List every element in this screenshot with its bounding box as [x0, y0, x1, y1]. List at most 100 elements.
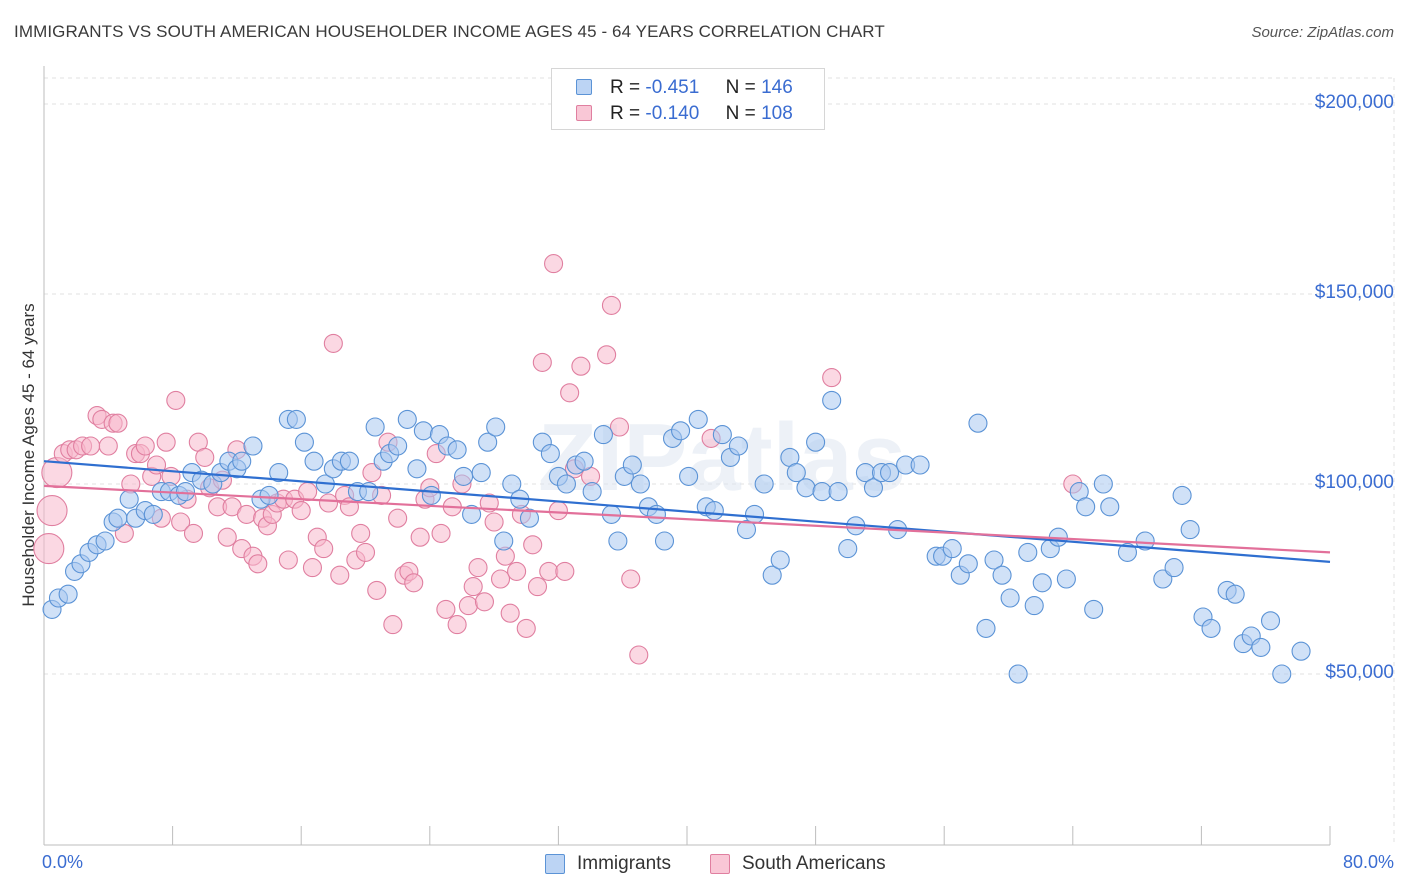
- south-americans-point: [171, 512, 191, 532]
- immigrants-point: [1024, 596, 1044, 616]
- immigrants-point: [304, 451, 324, 471]
- south-americans-point: [108, 413, 128, 433]
- immigrants-point: [175, 482, 196, 502]
- immigrants-point: [462, 504, 482, 524]
- immigrants-point: [388, 436, 408, 456]
- south-americans-point: [463, 577, 483, 597]
- immigrants-point: [454, 466, 474, 486]
- immigrants-point: [582, 482, 602, 502]
- immigrants-point: [728, 436, 748, 456]
- south-americans-point: [523, 535, 543, 555]
- immigrants-point: [574, 451, 594, 471]
- immigrants-point: [910, 455, 930, 475]
- immigrants-point: [1180, 520, 1200, 540]
- south-americans-point: [291, 501, 311, 521]
- n-label: N =: [725, 77, 756, 98]
- immigrants-point: [232, 451, 252, 471]
- south-americans-point: [447, 615, 467, 635]
- immigrants-point: [95, 531, 115, 551]
- south-americans-point: [278, 550, 298, 570]
- immigrants-point: [407, 459, 427, 479]
- south-americans-point: [236, 504, 257, 524]
- south-americans-point: [156, 432, 176, 452]
- immigrants-point: [1093, 474, 1113, 494]
- south-americans-point: [248, 554, 268, 574]
- south-americans-point: [516, 618, 536, 638]
- south-americans-point: [468, 558, 488, 578]
- r-label: R =: [610, 77, 641, 98]
- south-americans-trend-line: [43, 484, 1331, 554]
- south-americans-point: [383, 615, 403, 635]
- south-americans-point: [500, 603, 520, 623]
- y-tick-label: $50,000: [1325, 662, 1394, 683]
- immigrants-point: [556, 474, 576, 494]
- south-americans-point: [629, 645, 649, 665]
- y-tick-label: $200,000: [1314, 92, 1394, 113]
- immigrants-point: [688, 409, 708, 429]
- x-tick-label-max: 80.0%: [1342, 852, 1394, 872]
- south-americans-point: [351, 523, 371, 543]
- south-americans-point: [539, 561, 559, 581]
- immigrants-point: [754, 474, 774, 494]
- south-americans-point: [597, 345, 617, 365]
- immigrants-point: [339, 451, 359, 471]
- immigrants-point: [958, 554, 978, 574]
- south-americans-point: [490, 569, 511, 589]
- south-americans-point: [436, 599, 456, 619]
- r-value: -0.451: [645, 77, 700, 98]
- south-americans-point: [298, 482, 318, 502]
- south-americans-point: [555, 561, 575, 581]
- immigrants-point: [421, 485, 441, 505]
- immigrants-point: [243, 436, 263, 456]
- south-americans-point: [507, 561, 527, 581]
- south-americans-point: [484, 512, 504, 532]
- immigrants-point: [1201, 618, 1221, 638]
- south-americans-point: [532, 352, 552, 372]
- south-americans-point: [609, 417, 630, 437]
- immigrants-point: [1117, 542, 1138, 562]
- source-credit: Source: ZipAtlas.com: [1251, 24, 1394, 41]
- immigrants-point: [654, 531, 675, 551]
- south-americans-point: [98, 436, 118, 456]
- south-americans-point: [458, 596, 478, 616]
- axes: [43, 66, 1331, 846]
- immigrants-point: [1172, 485, 1192, 505]
- south-americans-point: [474, 592, 495, 612]
- immigrants-point: [828, 482, 848, 502]
- immigrants-point: [942, 539, 962, 559]
- immigrants-point: [413, 421, 433, 441]
- y-tick-label: $150,000: [1314, 282, 1394, 303]
- south-americans-legend-swatch: [710, 854, 730, 874]
- immigrants-point: [704, 501, 724, 521]
- south-americans-point: [36, 495, 68, 527]
- south-americans-point: [183, 523, 204, 543]
- south-americans-point: [318, 493, 339, 513]
- immigrants-point: [1272, 664, 1292, 684]
- immigrants-point: [1032, 573, 1052, 593]
- immigrants-swatch: [576, 79, 592, 95]
- immigrants-point: [736, 520, 757, 540]
- immigrants-point: [806, 432, 826, 452]
- immigrants-point: [119, 489, 139, 509]
- immigrants-point: [294, 432, 314, 452]
- immigrants-point: [259, 485, 279, 505]
- immigrants-point: [486, 417, 506, 437]
- immigrants-point: [608, 531, 628, 551]
- immigrants-point: [269, 463, 289, 483]
- immigrants-point: [108, 508, 128, 528]
- south-americans-point: [367, 580, 387, 600]
- south-americans-point: [33, 533, 65, 565]
- chart-title: IMMIGRANTS VS SOUTH AMERICAN HOUSEHOLDER…: [14, 22, 885, 41]
- x-tick-label-min: 0.0%: [42, 852, 84, 872]
- immigrants-point: [1018, 542, 1038, 562]
- r-value: -0.140: [645, 103, 700, 124]
- south-americans-point: [388, 508, 408, 528]
- immigrants-point: [502, 474, 522, 494]
- south-americans-point: [81, 436, 101, 456]
- immigrants-point: [519, 508, 540, 528]
- immigrants-point: [1076, 497, 1096, 517]
- immigrants-point: [622, 455, 642, 475]
- south-americans-point: [479, 493, 499, 513]
- south-americans-point: [621, 569, 641, 589]
- south-americans-point: [548, 501, 568, 521]
